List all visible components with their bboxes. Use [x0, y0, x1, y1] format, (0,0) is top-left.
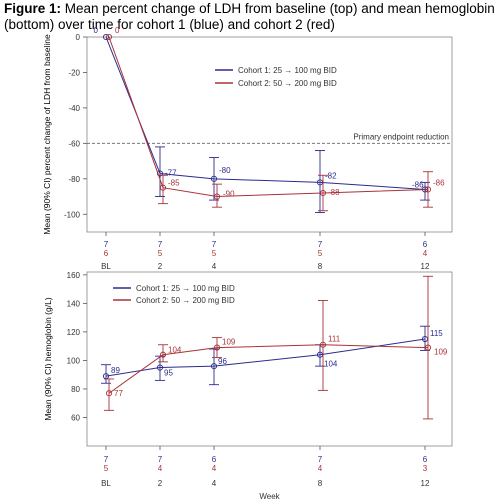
panel2-y-tick-label: 120 — [67, 328, 81, 337]
panel2-plot-frame — [86, 271, 453, 447]
panel2-x-tick-label: BL — [101, 479, 111, 488]
panel1-series1-line — [105, 36, 426, 190]
panel2-x-tick-label: 2 — [158, 479, 163, 488]
panel2-y-axis-label: Mean (90% CI) hemoglobin (g/L) — [43, 297, 53, 420]
panel1-series2-n-count: 5 — [158, 249, 163, 258]
panel2-series1-data-label: 115 — [430, 329, 443, 338]
panel2-y-tick-label: 160 — [67, 271, 81, 280]
panel1-series2-data-label: -85 — [168, 179, 180, 188]
panel2-series1-n-count: 6 — [212, 455, 217, 464]
panel2-series2-data-label: 111 — [328, 335, 341, 344]
panel2-legend-entry-series2: Cohort 2: 50 → 200 mg BID — [136, 296, 235, 305]
panel2-series1-n-count: 6 — [423, 455, 428, 464]
panel1-series1-point — [102, 33, 110, 41]
panel2-series2-data-label: 104 — [168, 346, 182, 355]
panel2-x-axis-label: Week — [259, 492, 280, 500]
panel1-y-tick-label: -100 — [64, 210, 81, 219]
panel1-x-tick-label: 12 — [421, 262, 430, 271]
panel2-series1-data-label: 89 — [111, 366, 120, 375]
panel1-series2-point — [424, 186, 432, 193]
panel1-x-tick-label: 2 — [158, 262, 163, 271]
panel1-legend-entry-series1: Cohort 1: 25 → 100 mg BID — [238, 66, 337, 75]
figure-title-text: Mean percent change of LDH from baseline… — [4, 1, 495, 32]
panel1-legend-entry-series2: Cohort 2: 50 → 200 mg BID — [238, 79, 337, 88]
panel1-y-tick-label: -40 — [68, 104, 80, 113]
panel1-series2-data-label: -88 — [328, 188, 340, 197]
panel2-y-tick-label: 100 — [67, 356, 81, 365]
panel2-series2-data-label: 109 — [222, 338, 236, 347]
panel2-series1-data-label: 95 — [164, 369, 173, 378]
panel1-series1-n-count: 7 — [212, 240, 217, 249]
panel1-series1-n-count: 7 — [158, 240, 163, 249]
panel1-series2-n-count: 4 — [423, 249, 428, 258]
panel2-series2-data-label: 109 — [434, 348, 448, 357]
panel1-series2-n-count: 5 — [212, 249, 217, 258]
panel2-series1-n-count: 7 — [158, 455, 163, 464]
panel1-series1-n-count: 7 — [104, 240, 109, 249]
panel1-series1-n-count: 6 — [423, 240, 428, 249]
panel2-series2-point — [159, 351, 167, 358]
panel2-y-tick-label: 60 — [71, 413, 80, 422]
panel2-series2-n-count: 4 — [212, 464, 217, 473]
panel1-series2-point — [105, 33, 113, 41]
panel2-series1-data-label: 104 — [324, 360, 338, 369]
panel1-series2-n-count: 6 — [104, 249, 109, 258]
panel1-x-tick-label: BL — [101, 262, 111, 271]
panel1-series2-line — [108, 36, 429, 198]
panel1-reference-line-label: Primary endpoint reduction — [353, 132, 449, 141]
panel1-series1-data-label: -82 — [325, 171, 337, 180]
panel2-x-tick-label: 8 — [318, 479, 323, 488]
panel1-y-tick-label: -80 — [68, 175, 80, 184]
panel2-series2-point — [213, 344, 221, 351]
panel2-series1-point — [156, 364, 164, 371]
panel1-series2-data-label: -90 — [223, 190, 235, 199]
panel2-series1-data-label: 96 — [218, 357, 227, 366]
panel1-plot-frame — [86, 36, 453, 233]
panel1-x-tick-label: 4 — [212, 262, 217, 271]
panel1-series2-point — [319, 189, 327, 197]
panel1-series2-point — [213, 193, 221, 200]
panel1-series2-data-label: 0 — [115, 26, 120, 35]
panel2-series1-n-count: 7 — [318, 455, 323, 464]
panel1-series1-data-label: -80 — [219, 166, 231, 175]
panel1-y-tick-label: -60 — [68, 139, 80, 148]
panel2-series2-n-count: 3 — [423, 464, 428, 473]
panel1-series1-data-label: 0 — [94, 26, 99, 35]
panel2-y-tick-label: 140 — [67, 299, 81, 308]
panel1-y-tick-label: -20 — [68, 68, 80, 77]
panel1-series1-data-label: -77 — [165, 169, 177, 178]
panel2-series2-n-count: 5 — [104, 464, 109, 473]
panel2-y-tick-label: 80 — [71, 385, 80, 394]
panel2-series2-data-label: 77 — [114, 389, 123, 398]
panel1-series1-point — [210, 175, 218, 182]
panel2-series2-point — [319, 341, 327, 348]
panel2-series2-n-count: 4 — [318, 464, 323, 473]
panel1-y-tick-label: 0 — [76, 33, 81, 42]
panel2-series1-point — [210, 363, 218, 370]
panel2-series2-n-count: 4 — [158, 464, 163, 473]
panel1-series2-n-count: 5 — [318, 249, 323, 258]
panel2-series1-line — [105, 338, 426, 377]
panel2-series2-point — [424, 344, 432, 351]
panel1-y-axis-label: Mean (90% CI) percent change of LDH from… — [42, 34, 52, 235]
panel2-series2-line — [108, 344, 429, 394]
panel2-x-tick-label: 4 — [212, 479, 217, 488]
panel2-series2-point — [105, 390, 113, 397]
panel1-series1-data-label: -86 — [412, 180, 424, 189]
panel1-series2-data-label: -86 — [433, 178, 445, 187]
panel1-series2-point — [159, 184, 167, 191]
panel2-legend-entry-series1: Cohort 1: 25 → 100 mg BID — [136, 284, 235, 293]
panel2-series1-n-count: 7 — [104, 455, 109, 464]
panel1-series1-n-count: 7 — [318, 240, 323, 249]
panel1-x-tick-label: 8 — [318, 262, 323, 271]
panel2-x-tick-label: 12 — [421, 479, 430, 488]
figure-title-prefix: Figure 1: — [4, 1, 62, 16]
figure-title: Figure 1: Mean percent change of LDH fro… — [4, 1, 496, 33]
